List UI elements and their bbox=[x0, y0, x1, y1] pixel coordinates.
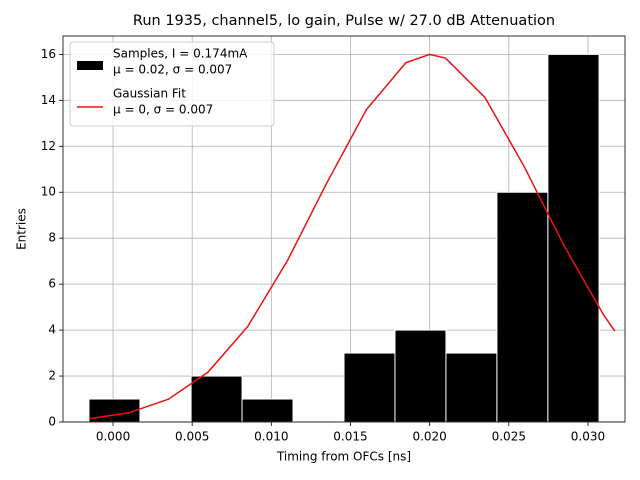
x-tick-label: 0.005 bbox=[175, 430, 209, 444]
x-tick-label: 0.015 bbox=[333, 430, 367, 444]
legend-label: Gaussian Fit bbox=[113, 87, 186, 101]
histogram-bar bbox=[241, 398, 294, 423]
x-tick-label: 0.030 bbox=[571, 430, 605, 444]
legend-swatch bbox=[77, 61, 103, 70]
y-tick-label: 2 bbox=[48, 369, 56, 383]
histogram-bar bbox=[190, 375, 243, 423]
y-tick-label: 6 bbox=[48, 277, 56, 291]
legend-label: μ = 0, σ = 0.007 bbox=[113, 103, 213, 117]
histogram-bar bbox=[343, 352, 396, 423]
x-axis-label: Timing from OFCs [ns] bbox=[276, 450, 411, 464]
fit-line bbox=[89, 53, 616, 420]
axes-frame bbox=[62, 35, 626, 423]
y-tick-label: 8 bbox=[48, 231, 56, 245]
y-tick-label: 0 bbox=[48, 415, 56, 429]
histogram-bar bbox=[496, 191, 549, 423]
legend-label: Samples, I = 0.174mA bbox=[113, 47, 248, 61]
x-tick-label: 0.010 bbox=[254, 430, 288, 444]
histogram-bar bbox=[547, 53, 600, 423]
histogram-bar bbox=[445, 352, 498, 423]
y-tick-label: 12 bbox=[41, 139, 56, 153]
y-tick-label: 10 bbox=[41, 185, 56, 199]
y-tick-label: 16 bbox=[41, 47, 56, 61]
histogram-bar bbox=[394, 329, 447, 423]
histogram-bar bbox=[88, 398, 141, 423]
legend-box bbox=[69, 41, 275, 127]
x-tick-label: 0.020 bbox=[412, 430, 446, 444]
y-tick-label: 4 bbox=[48, 323, 56, 337]
y-axis-label: Entries bbox=[15, 208, 29, 250]
legend-label: μ = 0.02, σ = 0.007 bbox=[113, 63, 232, 77]
y-tick-label: 14 bbox=[41, 93, 56, 107]
chart-title: Run 1935, channel5, lo gain, Pulse w/ 27… bbox=[133, 13, 555, 29]
x-tick-label: 0.025 bbox=[492, 430, 526, 444]
x-tick-label: 0.000 bbox=[96, 430, 130, 444]
